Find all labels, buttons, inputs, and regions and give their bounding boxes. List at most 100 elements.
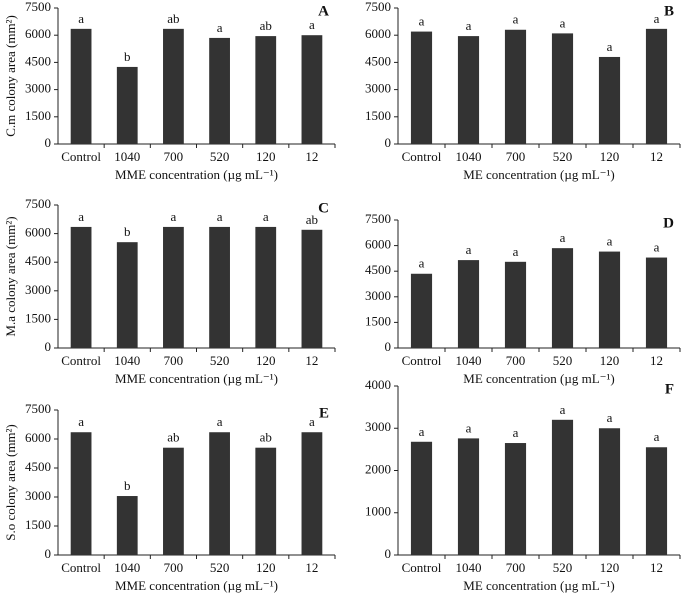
y-tick-label: 1500 [365, 313, 391, 328]
y-tick-label: 1500 [25, 310, 51, 325]
significance-label: a [513, 12, 519, 27]
x-axis-title: MME concentration (µg mL⁻¹) [115, 371, 278, 386]
significance-label: a [217, 209, 223, 224]
significance-label: a [513, 425, 519, 440]
bar [504, 443, 527, 555]
x-tick-label: 700 [506, 353, 526, 368]
bar [70, 432, 92, 555]
x-axis-title: ME concentration (µg mL⁻¹) [463, 167, 614, 182]
x-tick-label: 12 [305, 353, 318, 368]
x-tick-label: 12 [650, 560, 663, 575]
y-tick-label: 3000 [365, 81, 391, 96]
significance-label: a [78, 209, 84, 224]
bar [504, 29, 527, 144]
x-tick-label: 1040 [114, 353, 140, 368]
x-tick-label: 120 [600, 149, 620, 164]
y-tick-label: 1500 [365, 108, 391, 123]
y-tick-label: 0 [385, 135, 392, 150]
panel-letter: A [318, 3, 329, 19]
x-tick-label: 520 [210, 149, 230, 164]
y-tick-label: 4500 [25, 253, 51, 268]
bar [116, 496, 138, 555]
y-axis-title: C.m colony area (mm²) [3, 15, 18, 137]
bar [598, 428, 621, 555]
significance-label: b [124, 224, 131, 239]
y-tick-label: 7500 [25, 196, 51, 211]
x-tick-label: 120 [256, 560, 276, 575]
significance-label: a [466, 242, 472, 257]
y-tick-label: 7500 [25, 0, 51, 14]
significance-label: a [654, 240, 660, 255]
x-tick-label: Control [61, 560, 101, 575]
bar [410, 441, 433, 555]
significance-label: ab [167, 430, 179, 445]
x-tick-label: 700 [164, 560, 184, 575]
y-tick-label: 1000 [365, 504, 391, 519]
panel-letter: E [319, 405, 329, 421]
bar [457, 438, 480, 555]
significance-label: a [171, 209, 177, 224]
bar [551, 33, 574, 144]
significance-label: a [217, 414, 223, 429]
significance-label: a [513, 244, 519, 259]
y-tick-label: 7500 [365, 211, 391, 226]
x-tick-label: 520 [553, 353, 573, 368]
y-tick-label: 2000 [365, 461, 391, 476]
bar [116, 66, 138, 144]
bar [301, 432, 323, 555]
y-tick-label: 3000 [365, 419, 391, 434]
significance-label: a [419, 14, 425, 29]
bar [70, 28, 92, 144]
y-tick-label: 6000 [365, 237, 391, 252]
bar [255, 226, 277, 348]
bar [163, 226, 184, 348]
bar [163, 28, 184, 144]
bar [301, 35, 323, 145]
significance-label: a [263, 209, 269, 224]
x-tick-label: Control [61, 353, 101, 368]
x-tick-label: Control [61, 149, 101, 164]
x-tick-label: Control [402, 353, 442, 368]
significance-label: a [419, 256, 425, 271]
bar [209, 432, 230, 555]
y-tick-label: 0 [45, 135, 52, 150]
x-tick-label: 12 [650, 149, 663, 164]
x-tick-label: 12 [650, 353, 663, 368]
y-tick-label: 1500 [25, 108, 51, 123]
significance-label: a [560, 15, 566, 30]
bar [645, 28, 668, 144]
x-tick-label: 1040 [114, 560, 140, 575]
bar [255, 447, 277, 555]
bar [457, 36, 480, 144]
x-tick-label: 120 [600, 353, 620, 368]
x-tick-label: 12 [305, 149, 318, 164]
x-tick-label: 120 [600, 560, 620, 575]
y-tick-label: 1500 [25, 517, 51, 532]
y-tick-label: 0 [45, 339, 52, 354]
significance-label: a [607, 39, 613, 54]
significance-label: a [217, 20, 223, 35]
panel-letter: D [663, 215, 674, 231]
x-axis-title: MME concentration (µg mL⁻¹) [115, 578, 278, 593]
y-tick-label: 3000 [25, 81, 51, 96]
bar [504, 261, 527, 348]
bar [410, 273, 433, 348]
bar [551, 248, 574, 348]
significance-label: ab [306, 212, 318, 227]
x-tick-label: 520 [210, 353, 230, 368]
bar [116, 242, 138, 348]
significance-label: a [466, 420, 472, 435]
bar [645, 257, 668, 348]
bar [163, 447, 184, 555]
bar [598, 251, 621, 348]
x-tick-label: 520 [553, 149, 573, 164]
significance-label: a [78, 11, 84, 26]
x-tick-label: 520 [553, 560, 573, 575]
x-tick-label: Control [402, 560, 442, 575]
bar [301, 229, 323, 348]
y-tick-label: 0 [45, 546, 52, 561]
significance-label: b [124, 478, 131, 493]
bar [209, 37, 230, 144]
x-tick-label: 120 [256, 353, 276, 368]
significance-label: a [607, 234, 613, 249]
